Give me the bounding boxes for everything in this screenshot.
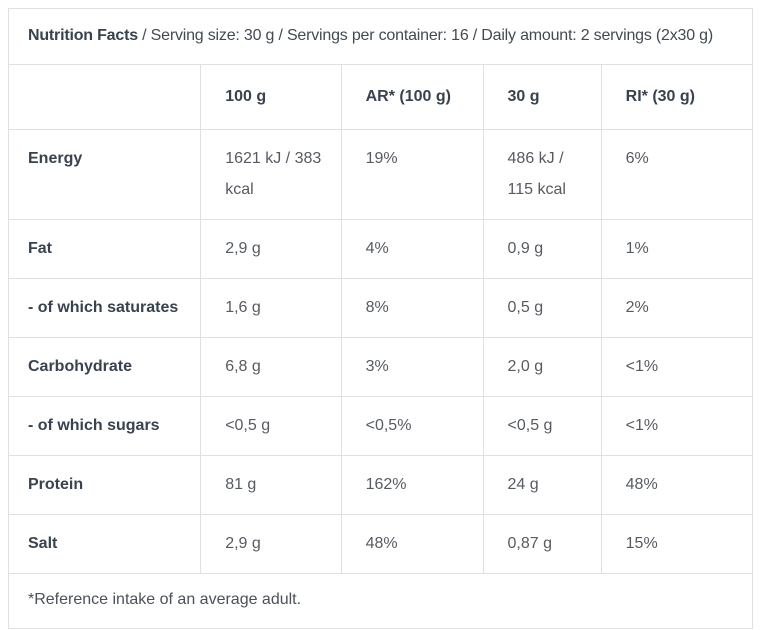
column-header-100g: 100 g xyxy=(200,65,342,130)
value-per-30g: 2,0 g xyxy=(482,337,602,397)
value-per-100g: 81 g xyxy=(200,455,342,515)
value-per-100g: <0,5 g xyxy=(200,396,342,456)
table-row-fat: Fat 2,9 g 4% 0,9 g 1% xyxy=(9,219,752,279)
value-ar-100g: 3% xyxy=(340,337,484,397)
value-ar-100g: 48% xyxy=(340,514,484,574)
value-ar-100g: 4% xyxy=(340,219,484,279)
row-label: Energy xyxy=(9,129,201,220)
table-row-energy: Energy 1621 kJ / 383 kcal 19% 486 kJ / 1… xyxy=(9,129,752,220)
value-per-100g: 1621 kJ / 383 kcal xyxy=(200,129,342,220)
table-row-sugars: - of which sugars <0,5 g <0,5% <0,5 g <1… xyxy=(9,396,752,456)
value-per-100g: 2,9 g xyxy=(200,514,342,574)
value-per-30g: 24 g xyxy=(482,455,602,515)
nutrition-facts-panel: Nutrition Facts / Serving size: 30 g / S… xyxy=(8,8,753,629)
value-ri-30g: <1% xyxy=(600,337,752,397)
value-ri-30g: 6% xyxy=(600,129,752,220)
table-header-row: 100 g AR* (100 g) 30 g RI* (30 g) xyxy=(9,65,752,130)
row-label: - of which saturates xyxy=(9,278,201,338)
value-per-30g: 0,87 g xyxy=(482,514,602,574)
column-header-30g: 30 g xyxy=(482,65,602,130)
value-ar-100g: 19% xyxy=(340,129,484,220)
value-per-100g: 2,9 g xyxy=(200,219,342,279)
value-per-100g: 6,8 g xyxy=(200,337,342,397)
value-ri-30g: 48% xyxy=(600,455,752,515)
table-row-carbohydrate: Carbohydrate 6,8 g 3% 2,0 g <1% xyxy=(9,337,752,397)
value-ar-100g: 162% xyxy=(340,455,484,515)
reference-intake-footnote: *Reference intake of an average adult. xyxy=(28,591,302,608)
value-ri-30g: 1% xyxy=(600,219,752,279)
row-label: Protein xyxy=(9,455,201,515)
table-row-protein: Protein 81 g 162% 24 g 48% xyxy=(9,455,752,515)
row-label: Carbohydrate xyxy=(9,337,201,397)
row-label: - of which sugars xyxy=(9,396,201,456)
value-per-30g: 0,9 g xyxy=(482,219,602,279)
value-per-30g: <0,5 g xyxy=(482,396,602,456)
row-label: Fat xyxy=(9,219,201,279)
value-per-30g: 486 kJ / 115 kcal xyxy=(482,129,602,220)
value-per-30g: 0,5 g xyxy=(482,278,602,338)
column-header-ri-30g: RI* (30 g) xyxy=(600,65,752,130)
nutrition-facts-header: Nutrition Facts / Serving size: 30 g / S… xyxy=(9,9,752,65)
column-header-nutrient xyxy=(9,65,201,130)
value-ar-100g: 8% xyxy=(340,278,484,338)
nutrition-facts-title: Nutrition Facts xyxy=(28,27,138,44)
value-per-100g: 1,6 g xyxy=(200,278,342,338)
value-ri-30g: <1% xyxy=(600,396,752,456)
row-label: Salt xyxy=(9,514,201,574)
value-ri-30g: 2% xyxy=(600,278,752,338)
serving-info-text: / Serving size: 30 g / Servings per cont… xyxy=(137,27,713,44)
table-row-salt: Salt 2,9 g 48% 0,87 g 15% xyxy=(9,514,752,574)
value-ri-30g: 15% xyxy=(600,514,752,574)
column-header-ar-100g: AR* (100 g) xyxy=(340,65,484,130)
table-row-saturates: - of which saturates 1,6 g 8% 0,5 g 2% xyxy=(9,278,752,338)
value-ar-100g: <0,5% xyxy=(340,396,484,456)
nutrition-table: 100 g AR* (100 g) 30 g RI* (30 g) Energy… xyxy=(9,65,752,574)
